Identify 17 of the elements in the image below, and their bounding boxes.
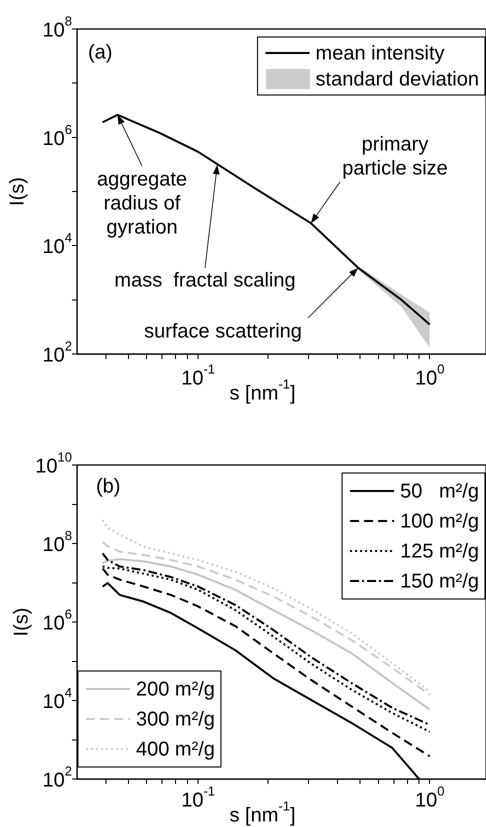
- legend-label: 200 m²/g: [136, 678, 215, 701]
- y-axis-title: I(s): [6, 177, 29, 206]
- annotation: (a): [88, 42, 112, 64]
- annotation: aggregate radius of gyration: [96, 168, 188, 239]
- legend-label: 400 m²/g: [136, 738, 215, 761]
- annotation: standard deviation: [316, 68, 480, 91]
- annotation: surface scattering: [144, 320, 302, 343]
- legend-label: 100 m²/g: [400, 510, 480, 533]
- legend-label: mean intensity: [316, 42, 445, 65]
- annotation: primary particle size: [342, 134, 448, 180]
- legend-label: 125 m²/g: [400, 540, 480, 563]
- legend-label: 300 m²/g: [136, 708, 215, 731]
- legend-label: 50 m²/g: [400, 480, 479, 503]
- y-axis-title: I(s): [10, 608, 33, 636]
- annotation: mass fractal scaling: [114, 270, 296, 292]
- legend-label: 150 m²/g: [400, 570, 480, 593]
- annotation: (b): [96, 476, 120, 498]
